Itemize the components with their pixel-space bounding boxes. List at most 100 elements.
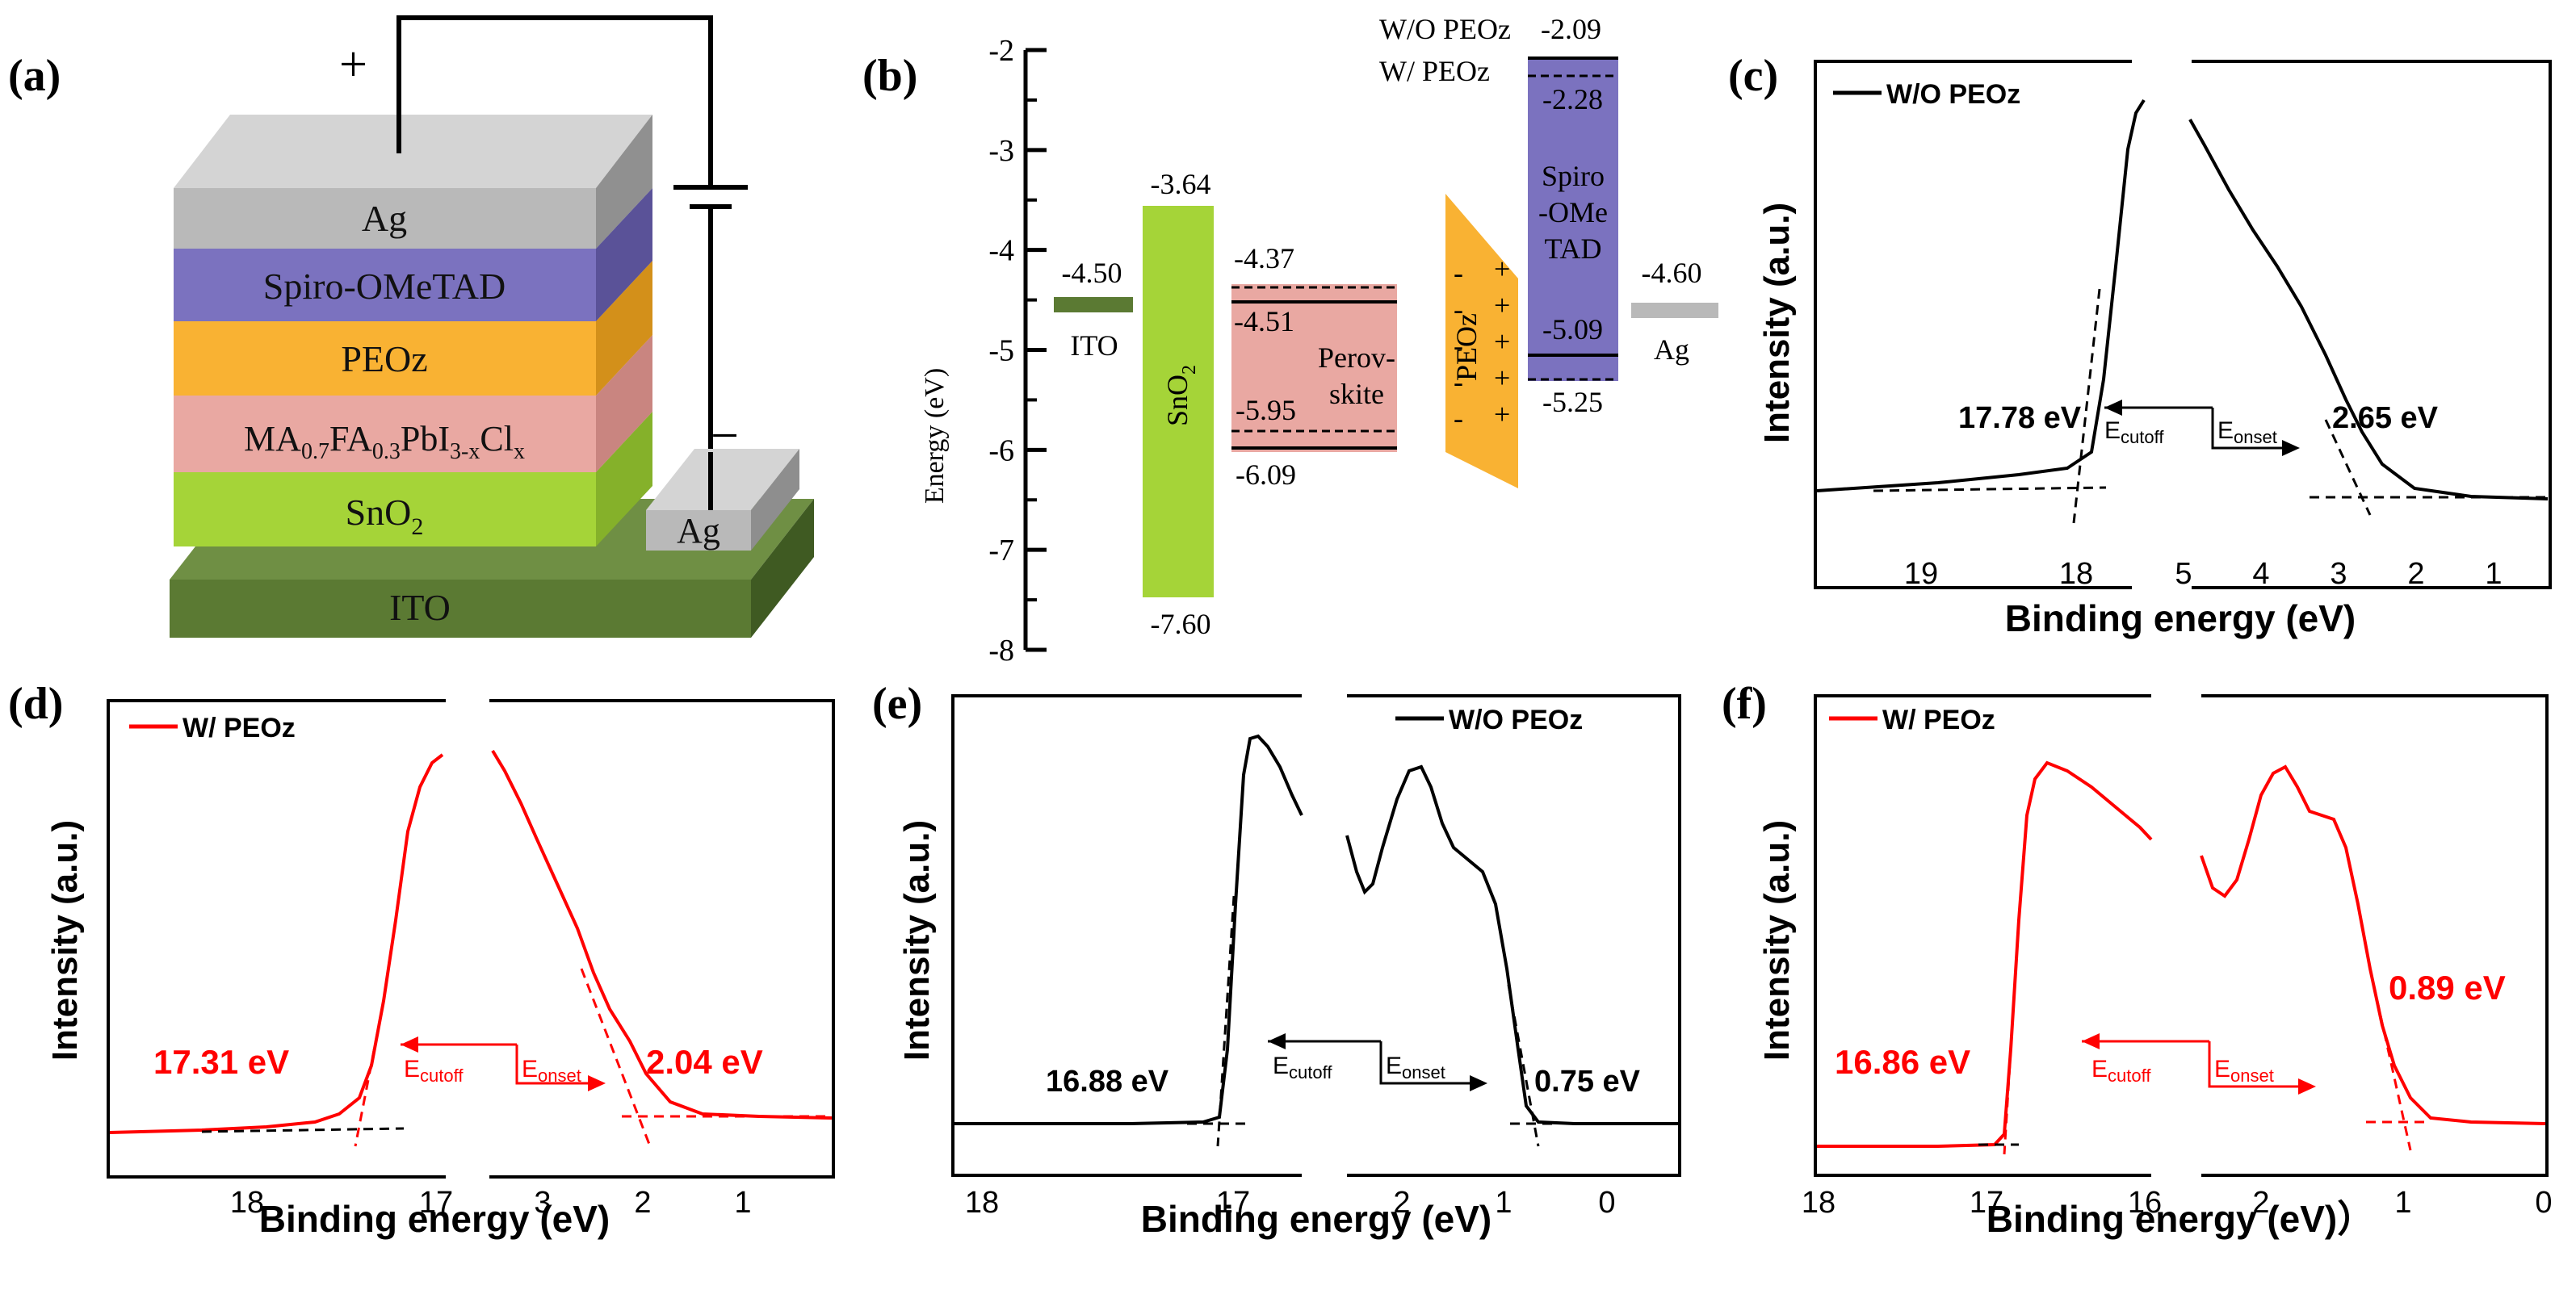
f-tick-1: 1 [2394, 1186, 2411, 1220]
c-tick-3: 3 [2330, 557, 2347, 591]
b-peoz-minus-5: - [1454, 402, 1463, 434]
c-tick-1: 1 [2485, 557, 2502, 591]
panel-e: (e) W/O PEOz Intensity (a.u.) Binding en… [872, 679, 1681, 1240]
c-eonset-label: Eonset [2217, 417, 2277, 447]
b-peoz-minus-3: - [1454, 329, 1463, 362]
b-tick-label: -8 [988, 634, 1014, 668]
c-fit-onset [2324, 419, 2372, 516]
f-tick-17: 17 [1970, 1186, 2003, 1220]
panel-e-label: (e) [872, 679, 922, 729]
c-axis-break [2132, 52, 2192, 597]
e-curve-cutoff [954, 734, 1303, 1125]
panel-f: (f) W/ PEOz Intensity (a.u.) Binding ene… [1722, 679, 2553, 1240]
e-tick-0: 0 [1598, 1186, 1615, 1220]
c-onset-value: 2.65 eV [2332, 401, 2439, 435]
panel-b: (b) Energy (eV) -2 -3 -4 -5 -6 -7 -8 -4.50 ITO… [862, 13, 1718, 668]
d-ecutoff-label: Ecutoff [404, 1056, 464, 1086]
b-spiro-name-1: Spiro [1542, 160, 1605, 192]
c-y-axis-label: Intensity (a.u.) [1757, 203, 1797, 443]
c-legend-text: W/O PEOz [1886, 79, 2020, 110]
b-spiro-bottom-wo-value: -5.25 [1542, 386, 1603, 418]
f-tick-2: 2 [2252, 1186, 2269, 1220]
d-cutoff-arrowhead [401, 1036, 418, 1053]
e-y-axis-label: Intensity (a.u.) [897, 820, 937, 1061]
d-legend-text: W/ PEOz [183, 713, 296, 743]
f-tick-16: 16 [2128, 1186, 2162, 1220]
b-ito-name: ITO [1070, 329, 1118, 362]
c-cutoff-value: 17.78 eV [1958, 401, 2082, 435]
b-peoz-dipole-marks: - - - - - + + + + + [1454, 253, 1510, 434]
d-tick-18: 18 [230, 1186, 264, 1220]
sno2-layer [174, 472, 596, 546]
f-ecutoff-label: Ecutoff [2091, 1056, 2151, 1086]
ito-layer-label: ITO [389, 587, 451, 628]
perovskite-layer-label: MA0.7FA0.3PbI3-xClx [244, 419, 525, 464]
b-tick-label: -7 [988, 534, 1014, 567]
f-cutoff-value: 16.86 eV [1835, 1043, 1970, 1081]
b-peoz-plus-4: + [1494, 362, 1510, 394]
b-spiro-top-w-value: -2.28 [1542, 83, 1603, 115]
c-curve-onset [2188, 119, 2549, 500]
c-baseline-left [1873, 486, 2107, 492]
b-ag-level [1631, 303, 1718, 318]
c-x-axis-label: Binding energy (eV) [2005, 597, 2356, 639]
e-onset-arrow [1379, 1041, 1470, 1085]
e-onset-arrowhead [1470, 1075, 1487, 1091]
d-x-axis-label: Binding energy (eV) [259, 1198, 610, 1240]
b-perovskite-top-value: -4.37 [1234, 242, 1294, 274]
c-tick-5: 5 [2175, 557, 2192, 591]
b-peoz-name: PEOz [1450, 313, 1483, 381]
perovskite-layer-side [596, 335, 652, 472]
f-curve-onset [2200, 764, 2546, 1125]
e-x-axis-label: Binding energy (eV) [1141, 1198, 1491, 1240]
c-onset-arrowhead [2282, 440, 2300, 456]
b-ito-value: -4.50 [1062, 257, 1122, 289]
sno2-layer-label: SnO2 [346, 492, 424, 540]
b-spiro-name-2: -OMe [1538, 196, 1608, 228]
b-sno2-name: SnO2 [1161, 365, 1200, 426]
panel-a-label: (a) [8, 51, 61, 101]
c-cutoff-arrowhead [2104, 400, 2122, 416]
f-cutoff-arrowhead [2082, 1033, 2100, 1049]
b-legend-wo: W/O PEOz [1379, 13, 1511, 45]
panel-c-label: (c) [1728, 51, 1778, 101]
e-tick-2: 2 [1393, 1186, 1410, 1220]
ag-bottom-electrode [646, 510, 751, 551]
e-tick-18: 18 [965, 1186, 999, 1220]
f-x-axis-label: Binding energy (eV)） [1987, 1198, 2374, 1240]
f-tick-18: 18 [1802, 1186, 1836, 1220]
ag-top-label: Ag [362, 198, 407, 239]
spiro-layer [174, 249, 596, 321]
b-perovskite-name-2: skite [1329, 378, 1384, 410]
b-peoz-plus-3: + [1494, 325, 1510, 358]
sno2-layer-side [596, 412, 652, 546]
f-eonset-label: Eonset [2214, 1056, 2274, 1086]
b-peoz-plus-5: + [1494, 398, 1510, 430]
f-legend-text: W/ PEOz [1882, 705, 1995, 735]
panel-b-label: (b) [862, 51, 917, 101]
e-tick-17: 17 [1216, 1186, 1250, 1220]
panel-c: (c) W/O PEOz Intensity (a.u.) Binding en… [1728, 51, 2552, 639]
peoz-layer [174, 321, 596, 396]
f-fit-cutoff [2003, 919, 2020, 1155]
d-fit-onset [580, 968, 652, 1147]
f-onset-value: 0.89 eV [2389, 969, 2506, 1007]
d-y-axis-label: Intensity (a.u.) [45, 820, 85, 1061]
e-curve-onset [1345, 764, 1678, 1125]
b-sno2-band [1143, 206, 1214, 597]
b-ag-name: Ag [1654, 333, 1689, 366]
b-tick-label: -5 [988, 334, 1014, 368]
f-onset-arrow [2208, 1041, 2298, 1088]
perovskite-layer [174, 396, 596, 472]
d-tick-17: 17 [419, 1186, 453, 1220]
d-baseline-left [201, 1127, 405, 1133]
d-onset-arrowhead [588, 1075, 606, 1091]
b-sno2-top-value: -3.64 [1151, 168, 1211, 200]
panel-f-label: (f) [1722, 679, 1767, 729]
b-perovskite-name-1: Perov- [1318, 341, 1395, 374]
b-ito-level [1054, 297, 1133, 312]
b-peoz-plus-2: + [1494, 289, 1510, 321]
b-peoz-plus-1: + [1494, 253, 1510, 285]
b-ag-value: -4.60 [1642, 257, 1702, 289]
